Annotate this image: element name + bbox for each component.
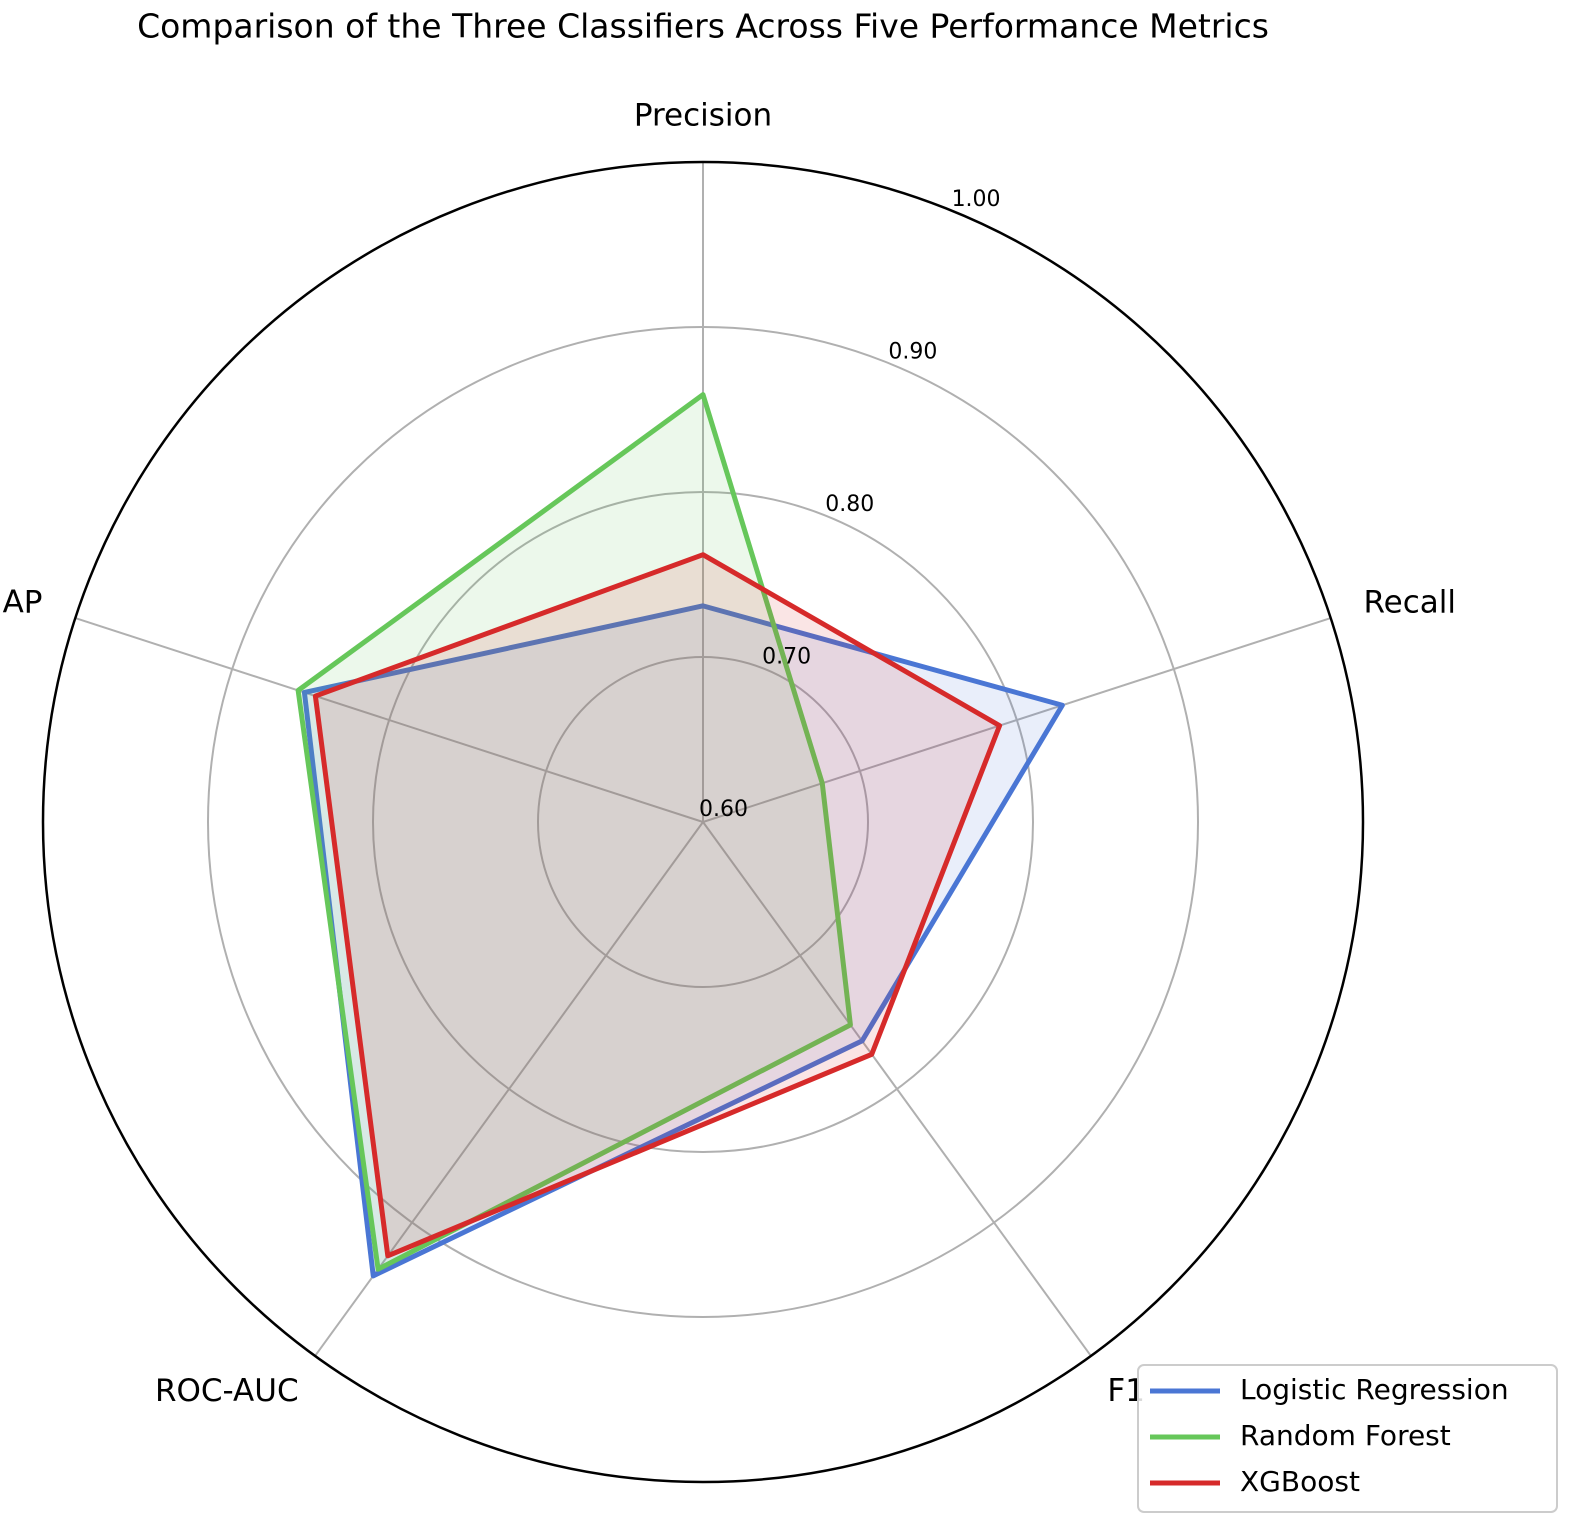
legend-label: XGBoost (1240, 1465, 1360, 1498)
spoke (702, 821, 1092, 1357)
category-label: Precision (634, 98, 772, 134)
r-tick-label: 1.00 (952, 187, 1001, 212)
spoke (74, 617, 704, 823)
legend-label: Random Forest (1240, 1419, 1451, 1452)
legend: Logistic Regression Random Forest XGBoost (1137, 1364, 1558, 1513)
category-label: ROC-AUC (155, 1373, 299, 1409)
series-area (312, 552, 1003, 1259)
r-tick-label: 0.60 (699, 797, 748, 822)
series-area (295, 392, 853, 1272)
chart-title: Comparison of the Three Classifiers Acro… (137, 7, 1269, 46)
r-tick-label: 0.70 (762, 645, 811, 670)
category-label: AP (3, 585, 43, 621)
spoke (702, 617, 1332, 823)
polar-spine (41, 160, 1365, 1484)
legend-frame (1137, 1364, 1558, 1513)
r-tick-label: 0.80 (825, 492, 874, 517)
category-label: Recall (1363, 585, 1456, 621)
r-tick-label: 0.90 (888, 340, 937, 365)
legend-label: Logistic Regression (1240, 1373, 1509, 1406)
